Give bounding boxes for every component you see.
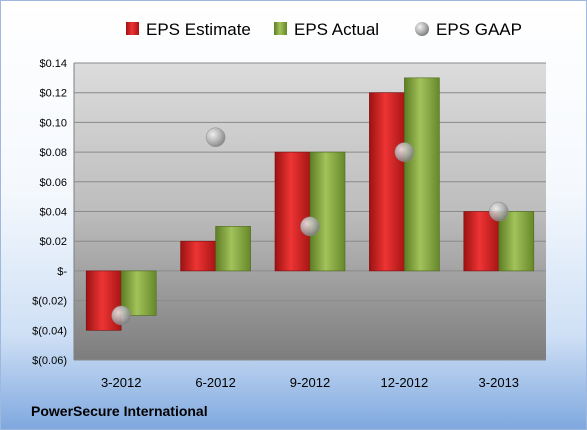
y-tick-label: $(0.06) — [32, 355, 67, 367]
y-axis-ticks: $0.14 $0.12 $0.10 $0.08 $0.06 $0.04 $0.02 $- $(0… — [32, 58, 67, 367]
actual-bar — [309, 151, 346, 272]
actual-bar — [215, 226, 251, 272]
bars — [85, 77, 535, 331]
y-tick-label: $0.04 — [39, 207, 67, 219]
estimate-bar — [463, 211, 500, 272]
gaap-point — [300, 216, 320, 237]
estimate-bar — [369, 92, 405, 272]
y-tick-label: $0.12 — [39, 88, 67, 100]
estimate-bar — [274, 151, 311, 272]
legend-label: EPS Actual — [294, 20, 379, 39]
y-tick-label: $0.08 — [39, 147, 67, 159]
legend: EPS Estimate EPS Actual EPS GAAP — [126, 20, 522, 39]
y-tick-label: $0.10 — [39, 117, 67, 129]
y-tick-label: $0.06 — [39, 177, 67, 189]
y-tick-label: $0.02 — [39, 236, 67, 248]
y-tick-label: $- — [57, 266, 67, 278]
x-tick-label: 12-2012 — [381, 375, 429, 390]
legend-label: EPS GAAP — [436, 20, 522, 39]
gaap-point — [205, 127, 226, 147]
actual-bar — [498, 211, 535, 272]
x-axis-labels: 3-2012 6-2012 9-2012 12-2012 3-2013 — [101, 375, 519, 390]
x-tick-label: 9-2012 — [290, 375, 330, 390]
legend-gaap-swatch — [415, 22, 429, 36]
legend-actual-swatch — [274, 22, 287, 35]
estimate-bar — [180, 240, 216, 272]
x-tick-label: 6-2012 — [195, 375, 235, 390]
y-tick-label: $(0.02) — [32, 296, 67, 308]
y-tick-label: $(0.04) — [32, 325, 67, 337]
x-tick-label: 3-2012 — [101, 375, 141, 390]
gaap-point — [111, 305, 131, 326]
legend-label: EPS Estimate — [146, 20, 251, 39]
gaap-points — [111, 127, 509, 326]
y-tick-label: $0.14 — [39, 58, 67, 70]
gaap-point — [489, 201, 509, 222]
gaap-point — [394, 142, 415, 162]
company-name: PowerSecure International — [31, 403, 208, 419]
legend-estimate-swatch — [126, 22, 139, 35]
x-tick-label: 3-2013 — [479, 375, 519, 390]
actual-bar — [404, 77, 440, 272]
